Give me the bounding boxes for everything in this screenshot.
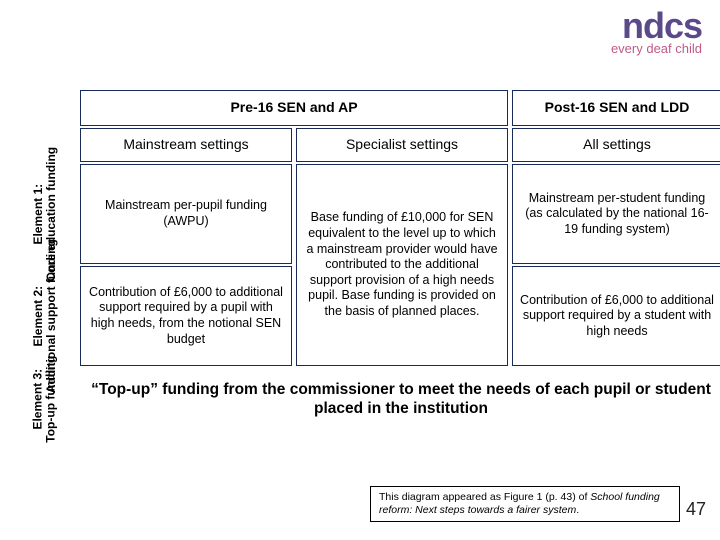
- header-pre16: Pre-16 SEN and AP: [80, 90, 508, 126]
- cell-e2-mainstream: Contribution of £6,000 to additional sup…: [80, 266, 292, 366]
- caption-tail: .: [576, 504, 579, 516]
- ndcs-logo: ndcs every deaf child: [611, 8, 702, 55]
- header-mainstream: Mainstream settings: [80, 128, 292, 162]
- cell-e2-post16: Contribution of £6,000 to additional sup…: [512, 266, 720, 366]
- cell-e12-specialist: Base funding of £10,000 for SEN equivale…: [296, 164, 508, 366]
- header-all-settings: All settings: [512, 128, 720, 162]
- page-number: 47: [686, 499, 706, 520]
- cell-topup: “Top-up” funding from the commissioner t…: [80, 368, 720, 430]
- element1-title: Element 1:: [31, 184, 45, 245]
- cell-e1-post16: Mainstream per-student funding (as calcu…: [512, 164, 720, 264]
- cell-e1-mainstream: Mainstream per-pupil funding (AWPU): [80, 164, 292, 264]
- element2-title: Element 2:: [31, 286, 45, 347]
- header-post16: Post-16 SEN and LDD: [512, 90, 720, 126]
- funding-diagram: Pre-16 SEN and AP Post-16 SEN and LDD Ma…: [14, 90, 720, 430]
- row-label-element2: Element 2: Additional support funding: [14, 266, 76, 366]
- logo-text: ndcs: [611, 8, 702, 44]
- caption-lead: This diagram appeared as Figure 1 (p. 43…: [379, 491, 590, 503]
- figure-caption: This diagram appeared as Figure 1 (p. 43…: [370, 486, 680, 522]
- header-specialist: Specialist settings: [296, 128, 508, 162]
- logo-tagline: every deaf child: [611, 42, 702, 55]
- spacer: [14, 90, 76, 126]
- row-label-element3: Element 3: Top-up funding: [14, 368, 76, 430]
- element3-subtitle: Top-up funding: [45, 355, 58, 442]
